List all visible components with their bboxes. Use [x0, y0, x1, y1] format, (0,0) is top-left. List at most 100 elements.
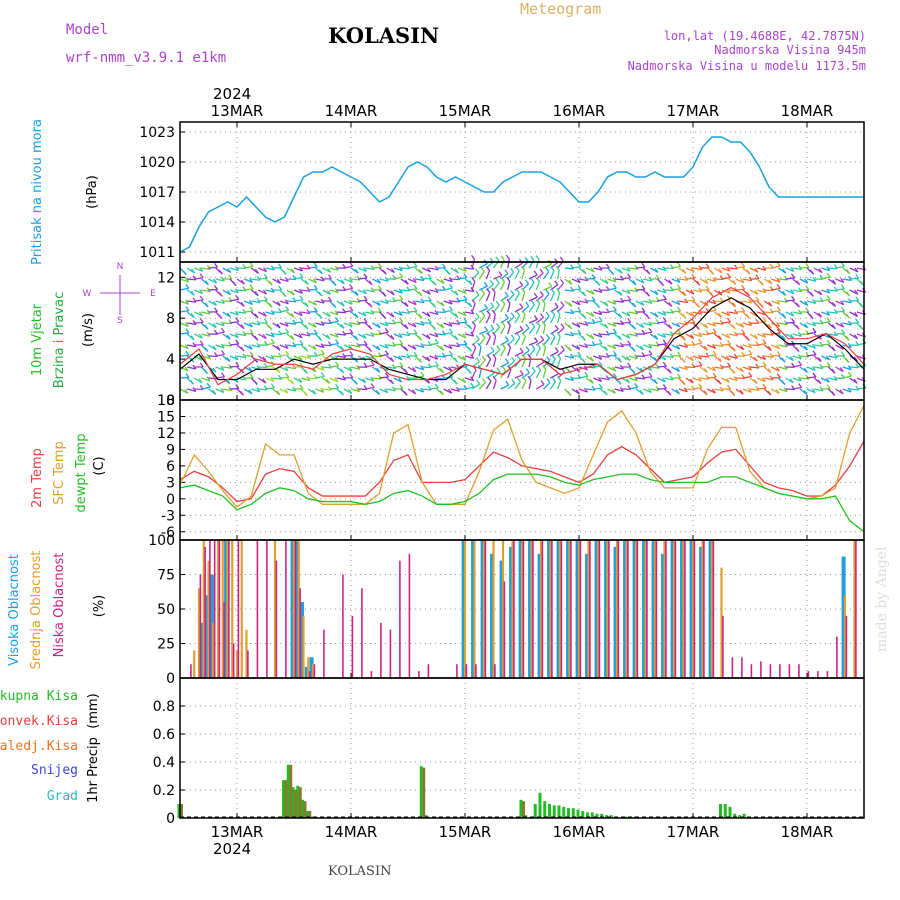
wind-barb: [179, 344, 189, 350]
y-tick-label: -3: [161, 508, 175, 524]
wind-barb: [556, 270, 560, 280]
wind-barb: [507, 347, 512, 357]
wind-barb-flag: [376, 390, 381, 395]
wind-barb-flag: [639, 389, 644, 395]
wind-barb-flag: [840, 300, 845, 306]
wind-barb-flag: [220, 343, 225, 349]
wind-barb: [386, 388, 396, 392]
wind-barb-flag: [496, 367, 501, 373]
wind-barb-flag: [472, 343, 477, 349]
wind-barb-flag: [500, 255, 505, 261]
wind-barb-flag: [677, 284, 682, 290]
cloud-bar: [596, 540, 600, 678]
wind-barb: [756, 267, 767, 271]
wind-barb-flag: [690, 334, 695, 339]
wind-barb-flag: [440, 301, 445, 307]
wind-barb-flag: [583, 387, 588, 393]
wind-barb: [650, 388, 660, 392]
wind-barb: [464, 333, 474, 337]
cloud-bar: [722, 615, 724, 678]
wind-barb-flag: [390, 268, 395, 273]
wind-barb: [265, 289, 275, 293]
cloud-bar: [292, 540, 296, 678]
wind-barb-flag: [776, 284, 781, 289]
wind-barb: [757, 365, 767, 368]
wind-barb-flag: [617, 357, 622, 363]
wind-barb: [358, 277, 368, 280]
cloud-bar: [273, 540, 277, 678]
wind-barb: [756, 289, 766, 294]
wind-barb-flag: [576, 344, 581, 350]
wind-barb-flag: [212, 389, 217, 395]
cloud-bar: [788, 664, 791, 678]
cloud-bar: [240, 540, 243, 678]
wind-barb-flag: [382, 314, 387, 319]
cloud-low-label: Niska Oblacnost: [52, 553, 67, 658]
wind-barb: [492, 282, 500, 291]
wind-barb-flag: [631, 346, 636, 352]
wind-barb-flag: [290, 312, 295, 318]
precip-bar: [590, 812, 594, 818]
wind-barb: [535, 325, 541, 335]
wind-barb: [550, 350, 559, 357]
cloud-bar: [482, 540, 486, 678]
wind-barb-flag: [655, 274, 660, 280]
wind-barb: [806, 344, 816, 349]
wind-barb-flag: [367, 347, 373, 352]
wind-barb-flag: [551, 354, 556, 360]
wind-barb-flag: [453, 379, 458, 385]
wind-barb: [322, 267, 331, 273]
wind-barb: [721, 276, 731, 280]
wind-barb-flag: [525, 368, 530, 374]
wind-barb-flag: [312, 322, 317, 328]
wind-barb: [621, 299, 631, 302]
wind-barb: [542, 271, 550, 280]
precip-axis-title: 1hr Precip: [86, 737, 101, 803]
wind-barb: [514, 351, 524, 357]
wind-barb: [215, 331, 225, 335]
wind-barb-flag: [754, 334, 759, 340]
wind-barb-flag: [704, 323, 709, 329]
wind-barb-flag: [412, 278, 417, 283]
wind-barb: [821, 289, 830, 294]
wind-barb-flag: [726, 295, 731, 301]
precip-bar: [298, 787, 302, 818]
wind-barb: [265, 333, 275, 338]
wind-barb: [485, 292, 491, 302]
wind-barb: [236, 289, 247, 292]
wind-barb-flag: [612, 373, 618, 378]
wind-barb-flag: [501, 299, 506, 305]
wind-barb: [443, 354, 453, 357]
wind-barb-flag: [348, 277, 353, 283]
wind-barb-flag: [399, 295, 404, 300]
wind-barb: [557, 336, 561, 346]
wind-barb: [265, 364, 275, 368]
cloud-bar: [670, 540, 675, 678]
wind-barb-flag: [185, 373, 190, 378]
wind-barb-flag: [681, 357, 686, 363]
x-tick-label-top: 16MAR: [553, 102, 606, 120]
wind-barb: [806, 353, 816, 357]
wind-barb-flag: [726, 340, 732, 345]
wind-barb-flag: [691, 296, 696, 301]
wind-barb-flag: [776, 299, 781, 305]
wind-barb-flag: [404, 346, 409, 352]
wind-barb-flag: [285, 350, 290, 356]
wind-barb: [521, 292, 526, 302]
wind-barb-flag: [612, 350, 617, 356]
wind-barb-flag: [726, 273, 731, 278]
wind-barb-flag: [477, 342, 482, 348]
wind-barb-flag: [426, 289, 431, 295]
wind-barb: [742, 300, 752, 304]
wind-barb-flag: [659, 281, 665, 286]
wind-barb-flag: [641, 307, 646, 313]
wind-barb: [514, 337, 521, 346]
wind-barb-flag: [676, 322, 681, 328]
wind-barb-flag: [362, 333, 367, 339]
wind-barb: [471, 303, 476, 313]
wind-barb-flag: [327, 385, 332, 391]
wind-barb: [485, 358, 492, 368]
wind-barb: [671, 265, 681, 269]
wind-barb-flag: [449, 328, 454, 334]
wind-barb: [457, 276, 467, 280]
